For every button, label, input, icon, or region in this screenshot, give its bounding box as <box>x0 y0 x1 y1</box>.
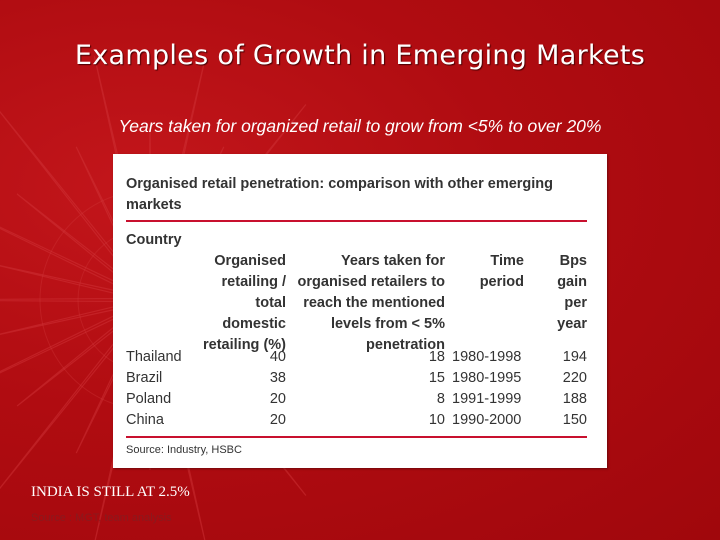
cell-organised-pct: 40 <box>269 349 286 365</box>
footer-source: Source : MGT, team analysis <box>31 512 172 524</box>
cell-years: 18 <box>428 349 445 365</box>
cell-period: 1980-1998 <box>452 349 522 365</box>
cell-years: 15 <box>428 370 445 386</box>
table-top-rule <box>126 220 587 222</box>
cell-organised-pct: 38 <box>269 370 286 386</box>
header-bps-gain: Bps gain per year <box>533 230 587 335</box>
slide-subtitle: Years taken for organized retail to grow… <box>118 116 602 136</box>
header-years-taken-text: Years taken for organised retailers to r… <box>297 253 445 353</box>
header-time-period-text: Time period <box>479 253 524 290</box>
sunburst-ray <box>0 310 125 374</box>
cell-bps: 150 <box>562 412 587 428</box>
sunburst-ray <box>0 264 122 296</box>
cell-bps: 220 <box>562 370 587 386</box>
slide-title: Examples of Growth in Emerging Markets <box>74 40 646 71</box>
header-country: Country <box>126 232 182 248</box>
cell-period: 1980-1995 <box>452 370 522 386</box>
cell-bps: 188 <box>562 391 587 407</box>
india-note: INDIA IS STILL AT 2.5% <box>31 484 190 500</box>
header-years-taken: Years taken for organised retailers to r… <box>285 230 445 356</box>
cell-country: Brazil <box>126 370 163 386</box>
table-title: Organised retail penetration: comparison… <box>126 176 554 213</box>
sunburst-ray <box>0 297 121 303</box>
cell-period: 1990-2000 <box>452 412 522 428</box>
cell-country: Thailand <box>126 349 182 365</box>
cell-years: 10 <box>428 412 445 428</box>
header-organised-retailing-text: Organised retailing / total domestic ret… <box>203 253 286 353</box>
table-source: Source: Industry, HSBC <box>126 444 242 456</box>
cell-organised-pct: 20 <box>269 391 286 407</box>
table-bottom-rule <box>126 436 587 438</box>
cell-organised-pct: 20 <box>269 412 286 428</box>
table-card: Organised retail penetration: comparison… <box>113 154 607 468</box>
cell-bps: 194 <box>562 349 587 365</box>
cell-period: 1991-1999 <box>452 391 522 407</box>
header-bps-gain-text: Bps gain per year <box>557 253 587 332</box>
sunburst-ray <box>16 316 129 407</box>
header-organised-retailing: Organised retailing / total domestic ret… <box>196 230 286 356</box>
sunburst-ray <box>0 226 125 290</box>
cell-years: 8 <box>436 391 445 407</box>
sunburst-ray <box>16 193 129 284</box>
sunburst-ray <box>0 304 122 336</box>
cell-country: Poland <box>126 391 172 407</box>
cell-country: China <box>126 412 164 428</box>
header-time-period: Time period <box>454 230 524 293</box>
